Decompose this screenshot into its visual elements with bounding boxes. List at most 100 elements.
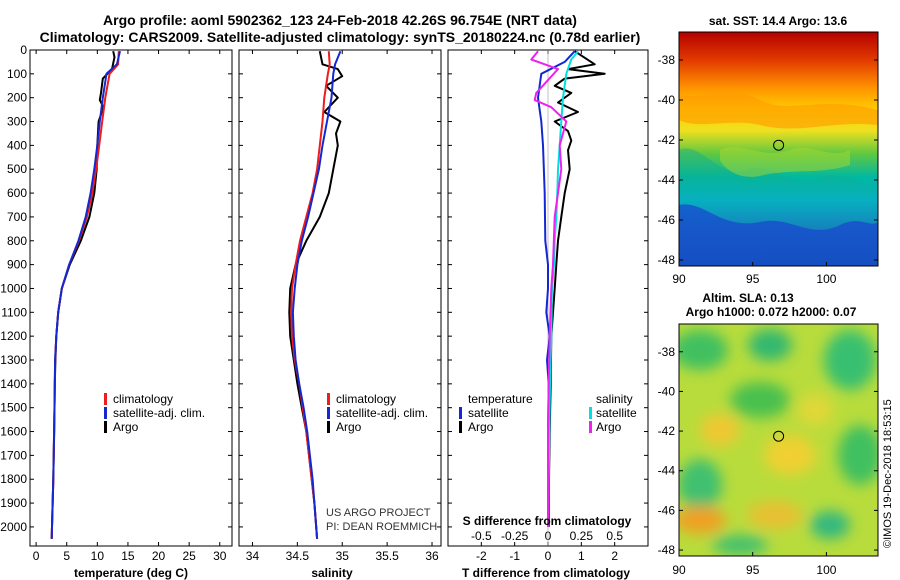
legend-swatch-argo <box>327 421 330 433</box>
legend-swatch-s-satellite <box>589 407 592 419</box>
map-y-tick-label: -42 <box>658 133 676 147</box>
s-diff-tick-label: 0.25 <box>570 529 594 543</box>
legend-label-t-argo: Argo <box>468 420 494 434</box>
depth-tick-label: 1600 <box>0 425 27 439</box>
credit-line-2: PI: DEAN ROEMMICH <box>326 521 437 533</box>
salinity-panel: 34 34.5 35 35.5 36 salinity climatology sate… <box>238 49 442 580</box>
depth-tick-label: 1000 <box>0 281 27 295</box>
depth-tick-label: 800 <box>7 234 27 248</box>
sla-map-title: Altim. SLA: 0.13 <box>702 291 794 305</box>
x-tick-label: 0 <box>33 549 40 563</box>
depth-tick-label: 1300 <box>0 353 27 367</box>
depth-tick-label: 400 <box>7 138 27 152</box>
title-line-1: Argo profile: aoml 5902362_123 24-Feb-20… <box>103 12 577 28</box>
difference-legend: temperature satellite Argo salinity sate… <box>459 392 637 434</box>
argo-profile-marker <box>773 430 785 442</box>
map-x-tick-label: 90 <box>672 272 686 286</box>
x-tick-label: 10 <box>91 549 105 563</box>
x-tick-label: 34 <box>246 549 260 563</box>
series-t-argo-line <box>547 50 606 527</box>
temperature-panel: 0100200300400500600700800900100011001200… <box>0 43 233 580</box>
x-tick-label: 15 <box>121 549 135 563</box>
legend-swatch-argo <box>104 421 107 433</box>
credit-line-1: US ARGO PROJECT <box>326 507 431 519</box>
map-y-tick-label: -46 <box>658 503 676 517</box>
sst-map-title: sat. SST: 14.4 Argo: 13.6 <box>709 14 848 28</box>
depth-tick-label: 100 <box>7 67 27 81</box>
s-diff-tick-label: -0.5 <box>471 529 492 543</box>
x-tick-label: -2 <box>476 549 487 563</box>
depth-tick-label: 0 <box>20 43 27 57</box>
sla-heatmap <box>679 324 878 556</box>
map-y-tick-label: -40 <box>658 93 676 107</box>
argo-profile-marker <box>773 139 785 151</box>
map-y-tick-label: -44 <box>658 173 676 187</box>
depth-tick-label: 1500 <box>0 401 27 415</box>
map-x-tick-label: 90 <box>672 563 686 577</box>
x-tick-label: 1 <box>578 549 585 563</box>
x-tick-label: 25 <box>182 549 196 563</box>
legend-label-satellite: satellite-adj. clim. <box>113 406 205 420</box>
legend-label-t-satellite: satellite <box>468 406 509 420</box>
map-y-tick-label: -40 <box>658 384 676 398</box>
legend-label-argo: Argo <box>113 420 139 434</box>
depth-tick-label: 300 <box>7 115 27 129</box>
salinity-legend: climatology satellite-adj. clim. Argo <box>327 392 428 434</box>
legend-swatch-t-satellite <box>459 407 462 419</box>
x-tick-label: 0 <box>545 549 552 563</box>
series-satellite-adj-clim--line <box>291 50 342 539</box>
x-tick-label: -1 <box>509 549 520 563</box>
s-diff-tick-label: -0.25 <box>501 529 529 543</box>
title-line-2: Climatology: CARS2009. Satellite-adjuste… <box>40 29 641 45</box>
legend-swatch-climatology <box>104 393 107 405</box>
map-y-tick-label: -48 <box>658 543 676 557</box>
depth-tick-label: 1100 <box>1 305 27 319</box>
legend-label-argo: Argo <box>336 420 362 434</box>
temperature-axes-frame <box>29 49 233 547</box>
x-tick-label: 2 <box>611 549 618 563</box>
map-x-tick-label: 100 <box>816 563 836 577</box>
series-s-argo-line <box>530 50 568 527</box>
depth-tick-label: 1900 <box>0 496 27 510</box>
salinity-xlabel: salinity <box>311 566 353 580</box>
x-tick-label: 35.5 <box>375 549 399 563</box>
depth-tick-label: 1700 <box>0 448 27 462</box>
x-tick-label: 5 <box>63 549 70 563</box>
difference-xlabel: T difference from climatology <box>462 566 630 580</box>
depth-tick-label: 200 <box>7 91 27 105</box>
map-y-tick-label: -42 <box>658 424 676 438</box>
sst-map-panel: sat. SST: 14.4 Argo: 13.6 90 95 100 -38 -40 -… <box>658 14 879 286</box>
depth-tick-label: 2000 <box>0 520 27 534</box>
sst-map-frame <box>678 31 879 267</box>
difference-panel: -2 -1 0 1 2-0.5 -0.25 0 0.25 0.5 T difference fr… <box>447 49 649 580</box>
depth-tick-label: 1200 <box>0 329 27 343</box>
legend-label-climatology: climatology <box>336 392 396 406</box>
legend-swatch-s-argo <box>589 421 592 433</box>
legend-label-satellite: satellite-adj. clim. <box>336 406 428 420</box>
legend-header-temperature: temperature <box>468 392 533 406</box>
depth-tick-label: 1800 <box>0 472 27 486</box>
series-satellite-adj-clim--line <box>50 50 121 539</box>
sla-map-panel: Altim. SLA: 0.13 Argo h1000: 0.072 h2000… <box>658 291 879 577</box>
map-y-tick-label: -46 <box>658 213 676 227</box>
s-diff-tick-label: 0.5 <box>606 529 623 543</box>
difference-top-label: S difference from climatology <box>463 514 632 528</box>
legend-label-s-satellite: satellite <box>596 406 637 420</box>
x-tick-label: 20 <box>152 549 166 563</box>
legend-swatch-t-argo <box>459 421 462 433</box>
map-y-tick-label: -48 <box>658 253 676 267</box>
legend-header-salinity: salinity <box>596 392 633 406</box>
salinity-axes-frame <box>238 49 442 547</box>
x-tick-label: 30 <box>213 549 227 563</box>
x-tick-label: 36 <box>425 549 439 563</box>
depth-tick-label: 1400 <box>0 377 27 391</box>
depth-tick-label: 700 <box>7 210 27 224</box>
temperature-legend: climatology satellite-adj. clim. Argo <box>104 392 205 434</box>
legend-label-s-argo: Argo <box>596 420 622 434</box>
x-tick-label: 34.5 <box>286 549 310 563</box>
map-y-tick-label: -38 <box>658 345 676 359</box>
sst-heatmap <box>679 32 878 266</box>
x-tick-label: 35 <box>336 549 350 563</box>
map-y-tick-label: -38 <box>658 53 676 67</box>
